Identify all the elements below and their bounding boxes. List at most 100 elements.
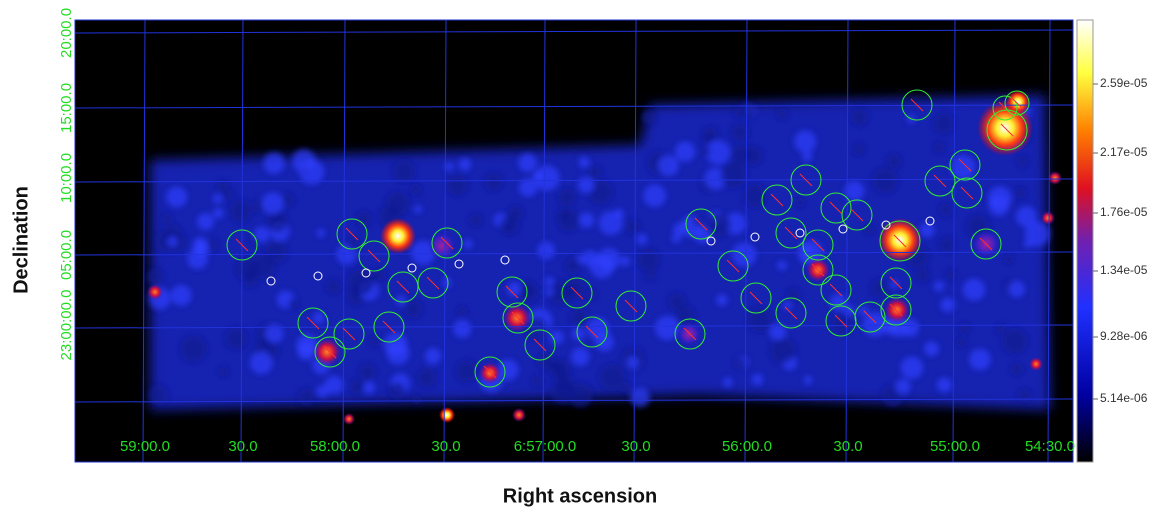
x-tick-label: 58:00.0 [310,438,360,455]
emission-blob [959,323,970,334]
emission-blob [702,147,710,155]
colorbar-label: 2.59e-05 [1100,76,1148,90]
emission-blob [637,249,659,271]
emission-blob [571,348,589,366]
emission-blob [447,175,467,195]
emission-blob [626,356,639,369]
emission-blob [723,378,733,388]
emission-blob [941,298,955,312]
emission-blob [404,300,422,318]
emission-blob [387,342,410,365]
emission-blob [643,184,666,207]
emission-blob [939,238,954,253]
emission-blob [777,109,787,119]
emission-blob [636,234,647,245]
emission-blob [595,333,613,351]
emission-blob [497,359,518,380]
emission-blob [458,158,471,171]
emission-blob [702,134,712,144]
emission-blob [996,324,1006,334]
emission-blob [171,285,192,306]
x-tick-label: 30.0 [228,438,257,455]
emission-blob [969,349,990,370]
emission-blob [456,361,477,382]
emission-blob [414,205,422,213]
emission-blob [777,261,787,271]
emission-blob [599,364,624,389]
emission-blob [934,142,944,152]
emission-blob [642,110,656,124]
emission-blob [267,212,287,232]
sky-map-figure: Right ascension Declination 59:00.030.05… [0,0,1160,513]
emission-blob [802,151,812,161]
x-tick-label: 30.0 [833,438,862,455]
emission-blob [579,213,594,228]
emission-blob [732,243,756,267]
emission-blob [393,160,415,182]
x-ray-source [147,284,163,300]
emission-blob [832,313,852,333]
x-ray-source [1048,171,1062,185]
emission-blob [989,195,1010,216]
x-tick-label: 55:00.0 [930,438,980,455]
emission-blob [413,396,421,404]
emission-blob [265,241,287,263]
emission-blob [672,233,682,243]
emission-blob [675,141,695,161]
emission-blob [557,209,569,221]
emission-blob [181,336,207,362]
colorbar-label: 9.28e-06 [1100,329,1148,343]
x-tick-label: 59:00.0 [120,438,170,455]
emission-blob [794,131,816,153]
emission-blob [411,185,421,195]
emission-blob [895,379,910,394]
emission-blob [707,213,730,236]
emission-blob [658,155,679,176]
emission-blob [417,368,436,387]
emission-blob [213,194,223,204]
emission-blob [225,328,246,349]
emission-blob [292,149,315,172]
emission-blob [532,375,543,386]
y-tick-label: 05:00.0 [58,230,75,280]
emission-blob [485,173,502,190]
colorbar-label: 2.17e-05 [1100,145,1148,159]
emission-blob [853,144,864,155]
y-tick-label: 10:00.0 [58,153,75,203]
emission-blob [865,225,875,235]
x-ray-source [1041,211,1055,225]
emission-blob [934,114,954,134]
emission-blob [752,374,763,385]
emission-blob [389,383,405,399]
emission-blob [350,380,364,394]
emission-blob [1002,329,1027,354]
emission-blob [363,382,375,394]
emission-blob [1017,156,1027,166]
emission-blob [250,352,273,375]
emission-blob [937,377,952,392]
emission-blob [317,229,326,238]
emission-blob [230,200,252,222]
emission-blob [326,280,340,294]
emission-blob [957,338,966,347]
emission-blob [166,187,187,208]
emission-blob [770,338,795,363]
emission-blob [872,168,897,193]
emission-blob [963,278,985,300]
emission-blob [263,152,284,173]
emission-blob [359,364,375,380]
emission-blob [217,181,228,192]
emission-blob [162,214,172,224]
emission-blob [1005,255,1014,264]
x-tick-label: 56:00.0 [722,438,772,455]
x-ray-source [878,218,922,262]
y-tick-label: 23:00:00.0 [58,290,75,361]
emission-blob [924,341,939,356]
emission-blob [545,288,553,296]
emission-blob [863,312,888,337]
emission-blob [916,269,929,282]
emission-blob [579,157,590,168]
emission-blob [626,220,640,234]
emission-blob [550,330,564,344]
emission-blob [547,359,563,375]
